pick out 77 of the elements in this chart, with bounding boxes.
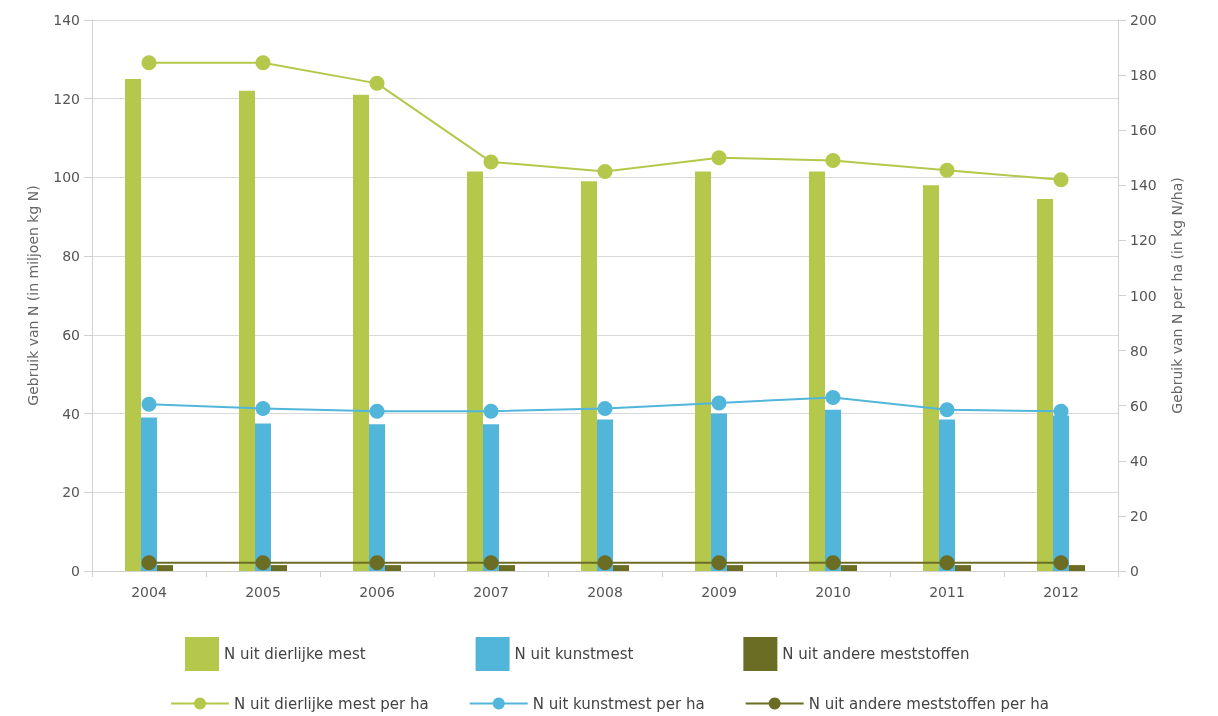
x-tick-label: 2011 xyxy=(929,584,965,600)
point xyxy=(369,403,385,419)
point xyxy=(369,75,385,91)
y-tick-label: 120 xyxy=(53,90,80,107)
y2-tick-label: 120 xyxy=(1130,232,1157,249)
y2-tick-label: 160 xyxy=(1130,122,1157,139)
bar xyxy=(125,79,141,571)
point xyxy=(483,403,499,419)
bar xyxy=(923,185,939,571)
y2-tick-label: 40 xyxy=(1130,452,1148,469)
x-tick-label: 2007 xyxy=(473,584,509,600)
point xyxy=(597,164,613,180)
legend-label: N uit dierlijke mest xyxy=(224,645,366,663)
legend-label: N uit andere meststoffen xyxy=(782,645,970,663)
y2-axis-title: Gebruik van N per ha (in kg N/ha) xyxy=(1169,177,1185,414)
legend-label: N uit dierlijke mest per ha xyxy=(234,694,429,713)
bar xyxy=(239,90,255,571)
x-tick-label: 2012 xyxy=(1043,584,1079,600)
point xyxy=(825,153,841,168)
y2-tick-label: 100 xyxy=(1130,287,1157,304)
point xyxy=(141,55,157,71)
point xyxy=(369,555,385,571)
point xyxy=(597,400,613,416)
y-tick-label: 40 xyxy=(62,405,80,422)
point xyxy=(711,150,727,166)
bar xyxy=(809,171,825,571)
y-tick-label: 60 xyxy=(62,326,80,343)
y2-tick-label: 140 xyxy=(1130,177,1157,194)
y-tick-label: 140 xyxy=(53,12,80,28)
y-tick-label: 100 xyxy=(53,169,80,186)
y2-tick-label: 80 xyxy=(1130,342,1148,359)
point xyxy=(825,555,841,571)
bar xyxy=(255,423,271,571)
point xyxy=(711,555,727,571)
point xyxy=(825,389,841,405)
point xyxy=(255,400,271,416)
bar xyxy=(597,419,613,571)
x-tick-label: 2009 xyxy=(701,584,737,600)
y-tick-label: 80 xyxy=(62,248,80,265)
legend-label: N uit kunstmest xyxy=(514,645,634,663)
y2-tick-label: 200 xyxy=(1130,12,1157,28)
bar xyxy=(353,94,369,571)
point xyxy=(1053,172,1069,188)
y-tick-label: 0 xyxy=(71,563,80,579)
point xyxy=(255,55,271,71)
bar xyxy=(581,181,597,571)
point xyxy=(939,555,955,571)
y2-tick-label: 180 xyxy=(1130,67,1157,84)
bar xyxy=(483,424,499,571)
legend-label: N uit andere meststoffen per ha xyxy=(808,694,1049,713)
x-tick-label: 2010 xyxy=(815,584,851,600)
legend-label: N uit kunstmest per ha xyxy=(532,694,705,713)
point xyxy=(939,402,955,418)
y2-tick-label: 0 xyxy=(1130,563,1139,579)
bar xyxy=(141,417,157,571)
bar xyxy=(369,424,385,571)
point xyxy=(483,154,499,170)
bar xyxy=(467,171,483,571)
y2-tick-label: 20 xyxy=(1130,507,1148,524)
bar xyxy=(695,171,711,571)
point xyxy=(141,396,157,412)
x-tick-label: 2004 xyxy=(131,584,167,600)
point xyxy=(711,395,727,411)
point xyxy=(255,555,271,571)
point xyxy=(483,555,499,571)
point xyxy=(1053,555,1069,571)
y2-tick-label: 60 xyxy=(1130,397,1148,414)
y-axis-title: Gebruik van N (in miljoen kg N) xyxy=(25,185,41,406)
x-tick-label: 2008 xyxy=(587,584,623,600)
bar xyxy=(825,409,841,571)
x-tick-label: 2006 xyxy=(359,584,395,600)
point xyxy=(141,555,157,571)
point xyxy=(939,162,955,178)
y-tick-label: 20 xyxy=(62,484,80,501)
bar xyxy=(1037,199,1053,571)
point xyxy=(597,555,613,571)
x-tick-label: 2005 xyxy=(245,584,281,600)
